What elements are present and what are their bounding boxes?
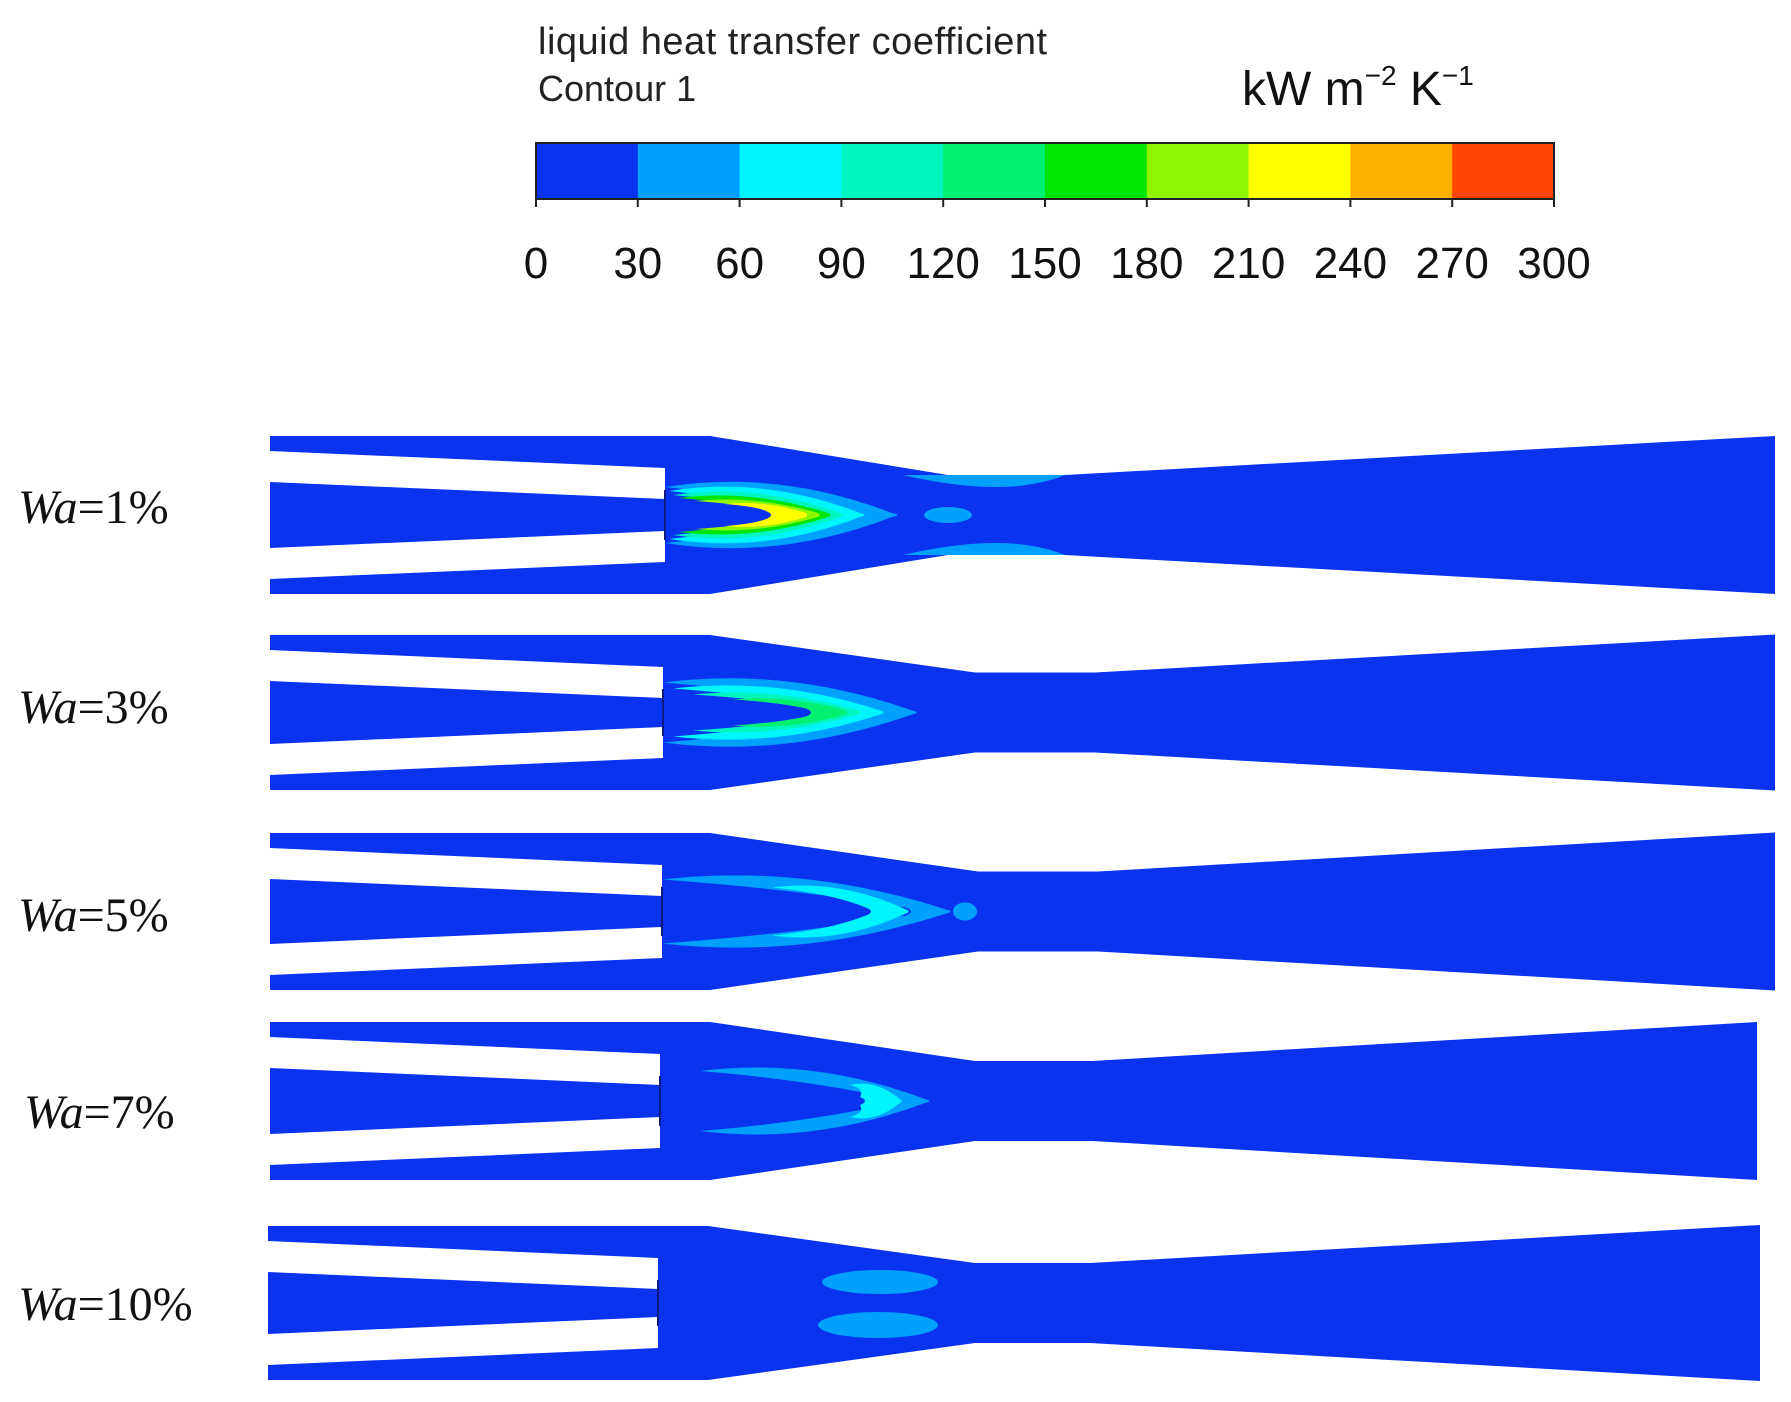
contour-band bbox=[679, 495, 831, 535]
contour-band bbox=[669, 486, 865, 544]
panel-label-value: =10% bbox=[77, 1278, 193, 1331]
colorbar-tick-label: 270 bbox=[1415, 239, 1488, 288]
flow-domain bbox=[270, 832, 1775, 991]
colorbar-swatch bbox=[739, 143, 842, 199]
colorbar-swatch bbox=[1146, 143, 1250, 199]
contour-panel bbox=[270, 832, 1775, 991]
colorbar-swatch bbox=[1045, 143, 1148, 199]
contour-band bbox=[662, 875, 951, 948]
contour-band bbox=[663, 678, 917, 747]
nozzle-wall-lower bbox=[270, 531, 665, 579]
colorbar-tick-label: 90 bbox=[817, 239, 866, 288]
flow-domain bbox=[270, 634, 1775, 791]
colorbar-swatch bbox=[943, 143, 1046, 199]
panel-label-variable: Wa bbox=[18, 1278, 78, 1331]
panel-label-value: =5% bbox=[77, 889, 169, 942]
contour-band bbox=[733, 698, 848, 727]
colorbar-swatch bbox=[841, 143, 944, 199]
colorbar-swatch bbox=[536, 143, 639, 199]
contour-band bbox=[772, 885, 909, 938]
nozzle-wall-upper bbox=[268, 1241, 658, 1289]
colorbar-tick-label: 240 bbox=[1314, 239, 1387, 288]
panel-label-variable: Wa bbox=[24, 1086, 84, 1139]
contour-panel bbox=[270, 634, 1775, 791]
panel-label-variable: Wa bbox=[18, 481, 78, 534]
contour-panel bbox=[270, 436, 1775, 594]
panel-label: Wa=1% bbox=[18, 480, 169, 535]
flow-domain bbox=[268, 1225, 1760, 1381]
nozzle-wall-upper bbox=[270, 1037, 660, 1085]
contour-band bbox=[695, 499, 820, 531]
legend-title: liquid heat transfer coefficient bbox=[538, 21, 1048, 63]
wall-band-lower bbox=[903, 543, 1065, 555]
panel-label-variable: Wa bbox=[18, 681, 78, 734]
nozzle-wall-upper bbox=[270, 848, 662, 896]
colorbar-tick-label: 30 bbox=[613, 239, 662, 288]
contour-panel bbox=[268, 1225, 1760, 1381]
panel-label: Wa=7% bbox=[24, 1085, 175, 1140]
unit-mid: K bbox=[1396, 63, 1442, 116]
colorbar-tick-label: 150 bbox=[1008, 239, 1081, 288]
colorbar-tick-label: 0 bbox=[524, 239, 548, 288]
contour-band bbox=[673, 685, 884, 740]
panel-label: Wa=5% bbox=[18, 888, 169, 943]
unit-base: kW m bbox=[1242, 63, 1365, 116]
colorbar-tick-label: 180 bbox=[1110, 239, 1183, 288]
unit-exp2: −1 bbox=[1441, 60, 1474, 91]
colorbar-swatch bbox=[1248, 143, 1351, 199]
panel-label: Wa=10% bbox=[18, 1277, 193, 1332]
panel-label-value: =1% bbox=[77, 481, 169, 534]
colorbar-tick-label: 120 bbox=[906, 239, 979, 288]
nozzle-wall-upper bbox=[270, 650, 663, 698]
wall-band-upper bbox=[903, 475, 1065, 487]
colorbar: 0 30 60 90 120 150 180 210 240 270 300 bbox=[524, 142, 1591, 288]
legend-unit: kW m−2 K−1 bbox=[1242, 60, 1474, 117]
contour-spot bbox=[953, 902, 977, 921]
colorbar-swatch bbox=[1350, 143, 1453, 199]
nozzle-wall-upper bbox=[270, 451, 665, 499]
colorbar-tick-label: 300 bbox=[1517, 239, 1590, 288]
colorbar-tick-label: 210 bbox=[1212, 239, 1285, 288]
contour-spot bbox=[924, 507, 972, 523]
contour-band bbox=[700, 1067, 930, 1135]
contour-panel bbox=[270, 1022, 1757, 1180]
contour-band bbox=[693, 692, 861, 733]
colorbar-swatch bbox=[1452, 143, 1555, 199]
colorbar-swatch bbox=[637, 143, 741, 199]
panel-label-variable: Wa bbox=[18, 889, 78, 942]
panel-label-value: =3% bbox=[77, 681, 169, 734]
contour-band bbox=[665, 481, 898, 549]
contour-band bbox=[673, 491, 844, 539]
nozzle-wall-lower bbox=[270, 727, 663, 775]
nozzle-wall-lower bbox=[268, 1317, 658, 1365]
contour-spot bbox=[818, 1312, 938, 1338]
flow-domain bbox=[270, 1022, 1757, 1180]
colorbar-tick-label: 60 bbox=[715, 239, 764, 288]
panel-label-value: =7% bbox=[83, 1086, 175, 1139]
flow-domain bbox=[270, 436, 1775, 594]
panel-label: Wa=3% bbox=[18, 680, 169, 735]
nozzle-wall-lower bbox=[270, 1117, 660, 1165]
contour-band bbox=[725, 503, 808, 527]
contour-spot bbox=[822, 1270, 938, 1294]
nozzle-wall-lower bbox=[270, 927, 662, 975]
contour-band bbox=[850, 1083, 902, 1119]
unit-exp1: −2 bbox=[1364, 60, 1397, 91]
legend-subtitle: Contour 1 bbox=[538, 68, 697, 109]
